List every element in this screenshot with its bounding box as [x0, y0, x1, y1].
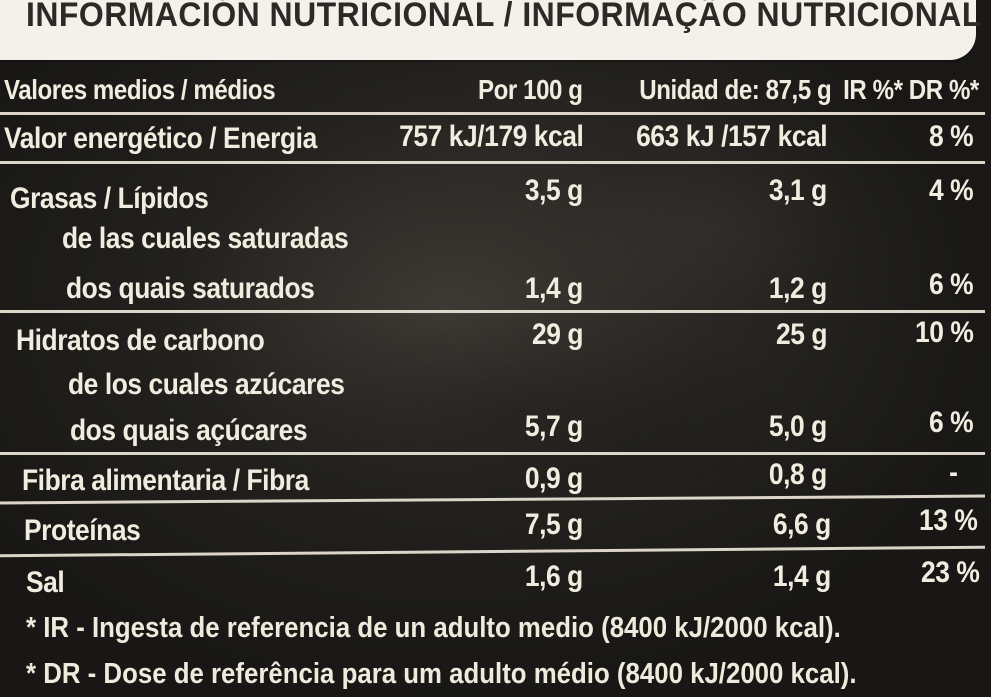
footnote-dr: * DR - Dose de referência para um adulto…: [26, 658, 857, 690]
table-row-salt: Sal 1,6 g 1,4 g 23 %: [0, 554, 991, 599]
row-value-per-100g: 5,7 g: [525, 410, 583, 443]
table-row-fibre: Fibra alimentaria / Fibra 0,9 g 0,8 g -: [0, 456, 991, 497]
row-label: de los cuales azúcares: [68, 368, 345, 401]
table-row-saturated: de las cuales saturadas dos quais satura…: [0, 216, 991, 306]
table-row-sugars: de los cuales azúcares dos quais açúcare…: [0, 362, 991, 452]
row-label: Valor energético / Energia: [4, 122, 317, 155]
row-label: Proteínas: [24, 514, 141, 547]
table-divider: [0, 310, 985, 313]
nutrition-table: Valores medios / médios Por 100 g Unidad…: [0, 62, 991, 602]
column-header-per-100g: Por 100 g: [478, 74, 583, 105]
row-value-percent: 8 %: [928, 120, 974, 153]
row-value-percent: 10 %: [914, 316, 974, 349]
row-value-per-100g: 3,5 g: [525, 174, 583, 207]
table-row-fats: Grasas / Lípidos 3,5 g 3,1 g 4 %: [0, 166, 991, 215]
row-value-percent: 23 %: [920, 556, 980, 589]
row-value-percent: -: [948, 456, 958, 489]
row-value-percent: 6 %: [928, 268, 974, 301]
column-header-values: Valores medios / médios: [4, 74, 276, 105]
row-value-per-unit: 0,8 g: [769, 458, 827, 491]
row-value-per-unit: 3,1 g: [769, 174, 827, 207]
row-value-per-100g: 7,5 g: [525, 508, 583, 541]
table-row-protein: Proteínas 7,5 g 6,6 g 13 %: [0, 502, 991, 547]
row-label: Grasas / Lípidos: [10, 182, 209, 215]
row-value-per-100g: 1,4 g: [525, 272, 583, 305]
row-value-per-100g: 1,6 g: [525, 560, 583, 593]
row-value-per-100g: 757 kJ/179 kcal: [398, 120, 584, 153]
row-value-per-unit: 25 g: [775, 318, 828, 351]
nutrition-header-banner: INFORMACIÓN NUTRICIONAL / INFORMAÇÃO NUT…: [0, 0, 982, 60]
row-value-percent: 13 %: [918, 504, 978, 537]
row-value-per-unit: 1,2 g: [769, 272, 827, 305]
table-header-row: Valores medios / médios Por 100 g Unidad…: [0, 72, 991, 112]
row-label: Sal: [26, 566, 65, 599]
nutrition-title: INFORMACIÓN NUTRICIONAL / INFORMAÇÃO NUT…: [26, 0, 982, 34]
row-label-secondary: dos quais açúcares: [70, 414, 308, 447]
footnote-ir: * IR - Ingesta de referencia de un adult…: [26, 612, 841, 644]
row-value-per-unit: 5,0 g: [769, 410, 827, 443]
row-value-per-100g: 0,9 g: [525, 462, 583, 495]
table-row-carbohydrates: Hidratos de carbono 29 g 25 g 10 %: [0, 314, 991, 357]
column-header-ir-dr: IR %* DR %*: [843, 74, 979, 105]
row-value-per-100g: 29 g: [531, 318, 584, 351]
row-value-per-unit: 1,4 g: [773, 560, 831, 593]
row-value-per-unit: 663 kJ /157 kcal: [635, 120, 828, 153]
column-header-per-unit: Unidad de: 87,5 g: [638, 74, 831, 105]
table-divider: [0, 161, 985, 164]
row-value-percent: 4 %: [928, 174, 974, 207]
row-value-percent: 6 %: [928, 406, 974, 439]
row-label: Hidratos de carbono: [16, 324, 265, 357]
row-label: de las cuales saturadas: [62, 222, 349, 255]
table-row-energy: Valor energético / Energia 757 kJ/179 kc…: [0, 116, 991, 162]
row-value-per-unit: 6,6 g: [773, 508, 831, 541]
row-label-secondary: dos quais saturados: [66, 272, 315, 305]
table-divider: [0, 452, 985, 455]
table-divider: [0, 112, 985, 115]
row-label: Fibra alimentaria / Fibra: [22, 464, 309, 497]
